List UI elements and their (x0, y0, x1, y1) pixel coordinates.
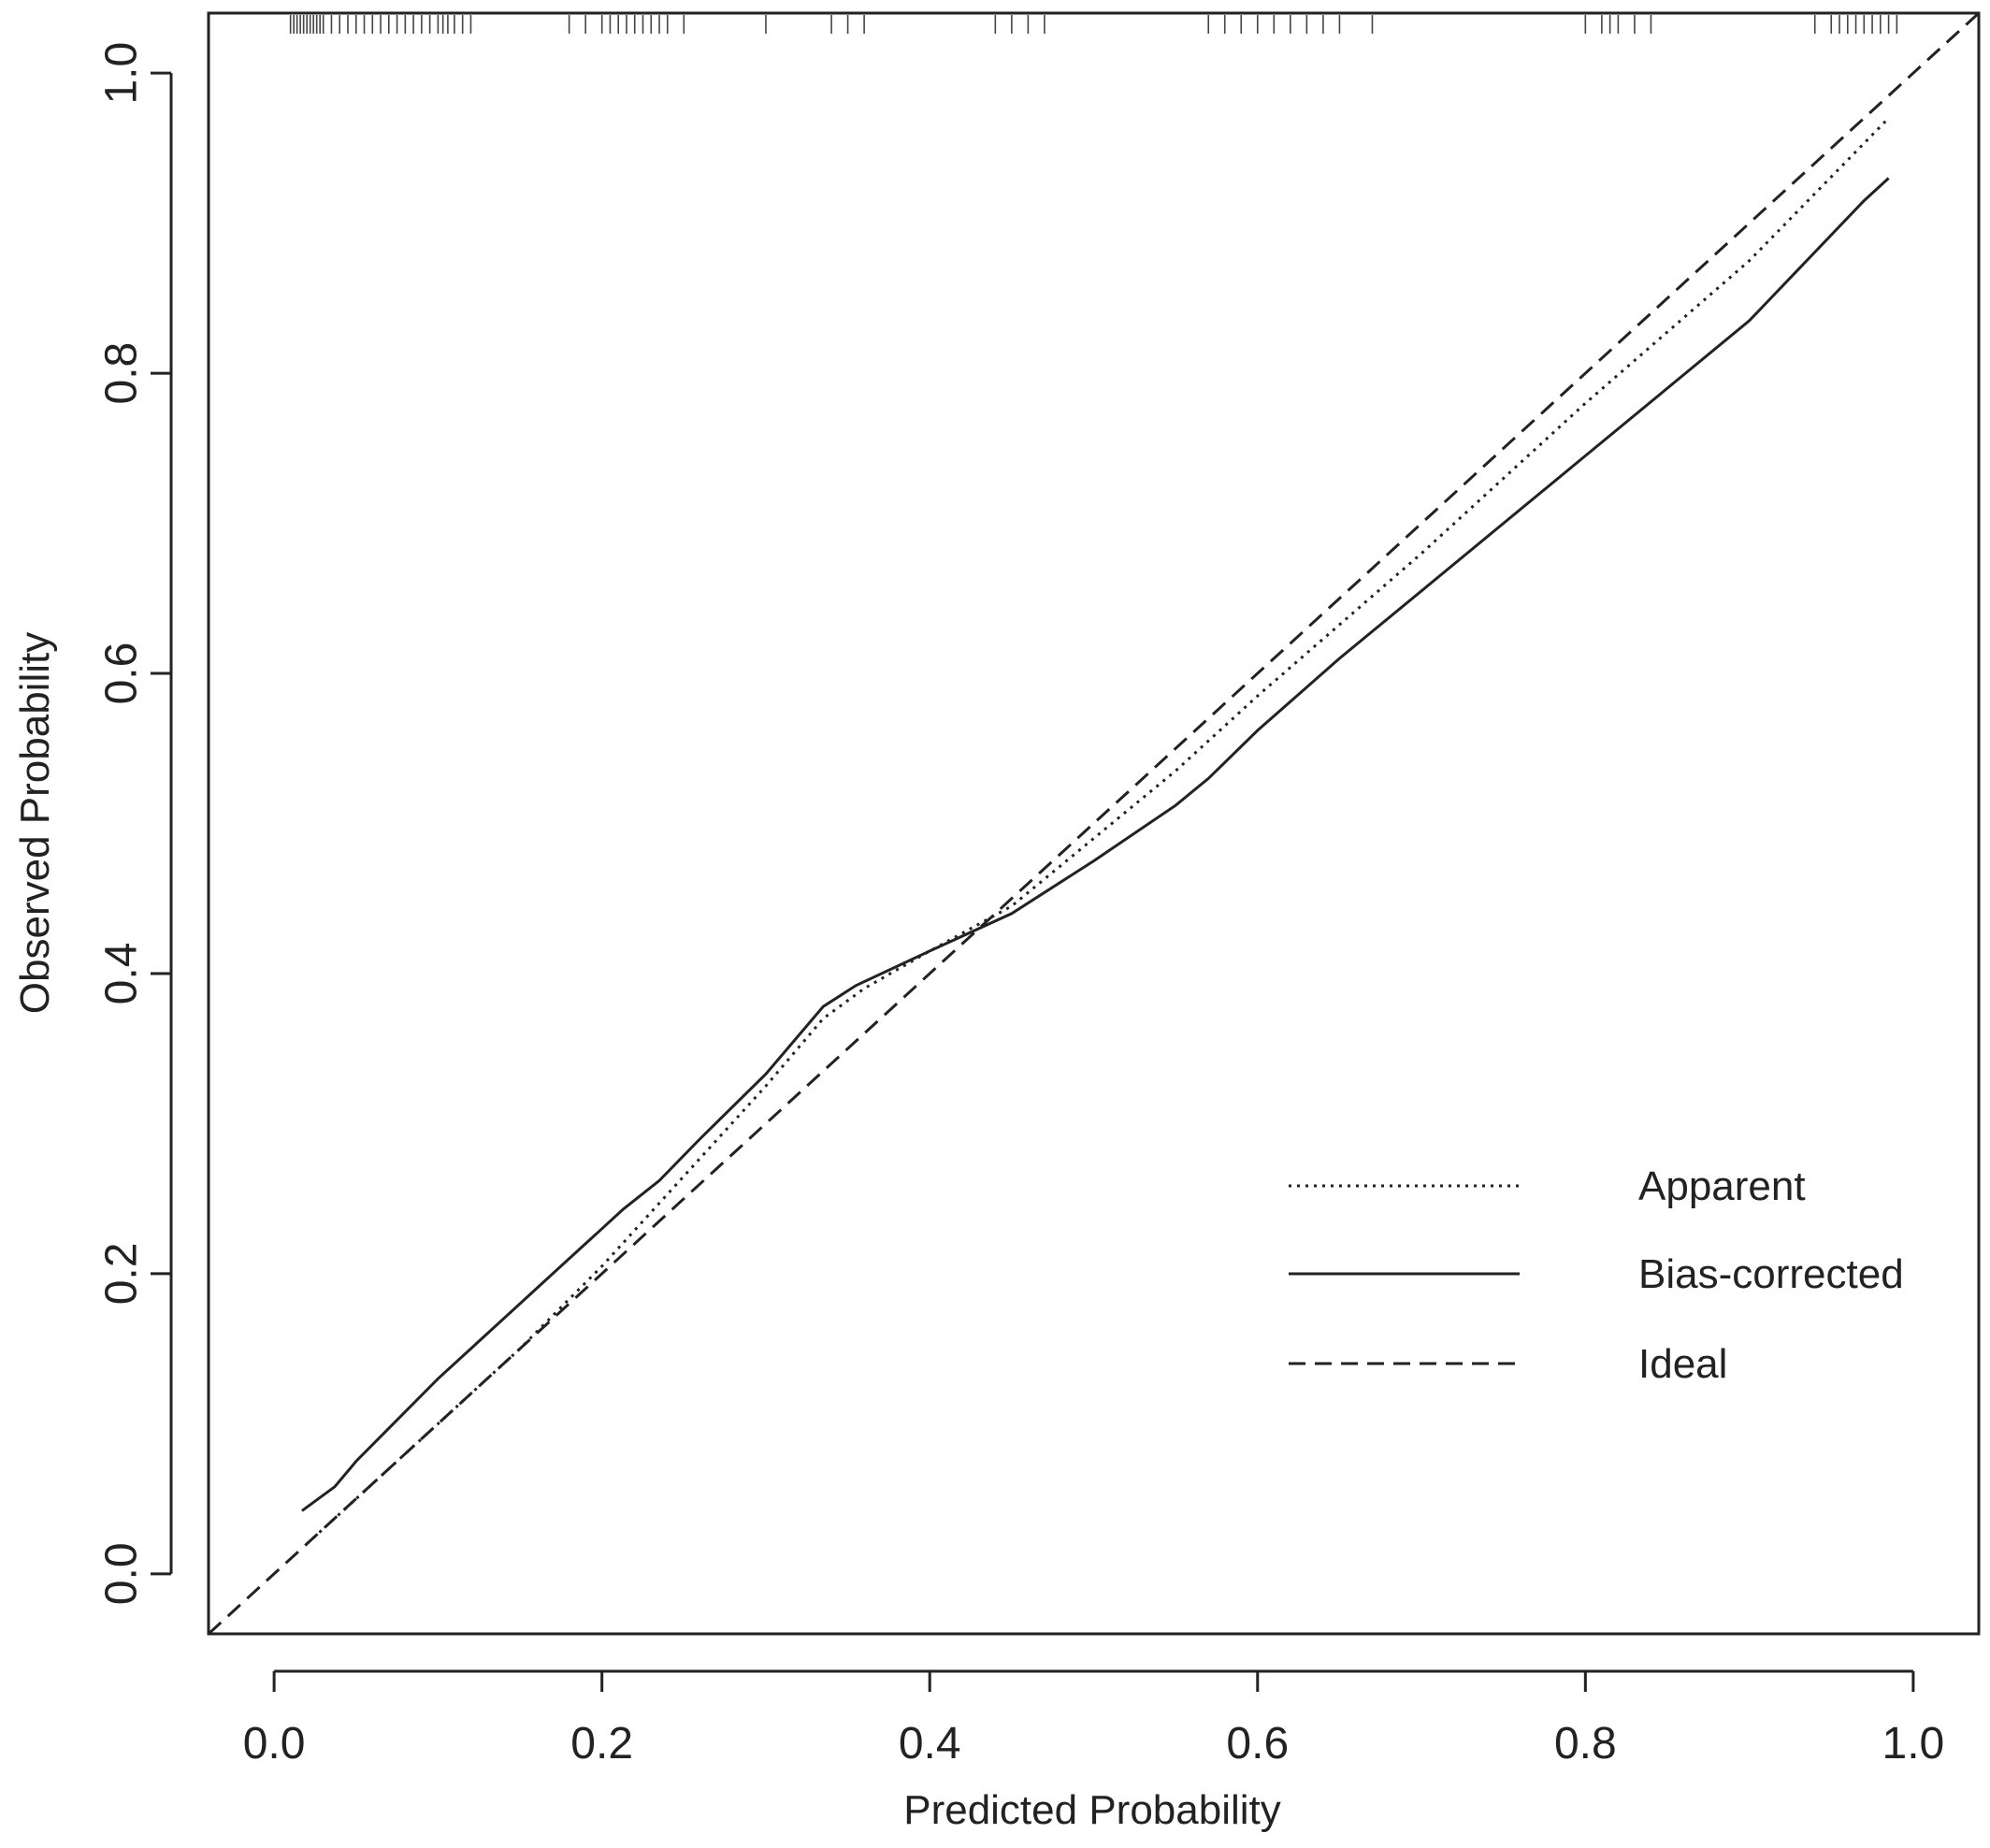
x-tick-label: 1.0 (1882, 1719, 1945, 1769)
x-tick-label: 0.0 (243, 1719, 306, 1769)
legend-label: Ideal (1638, 1341, 1727, 1387)
x-tick-label: 0.2 (570, 1719, 633, 1769)
plot-frame (207, 11, 1981, 1636)
x-axis-label: Predicted Probability (903, 1787, 1281, 1833)
y-tick-label: 0.8 (97, 342, 147, 405)
series-line-bias-corrected (301, 177, 1890, 1512)
legend-label: Apparent (1638, 1163, 1806, 1209)
x-axis: 0.0 0.2 0.4 0.6 0.8 1.0 (243, 1669, 1945, 1769)
y-tick-label: 0.4 (97, 943, 147, 1005)
y-axis-label: Observed Probability (12, 632, 58, 1014)
x-tick-label: 0.4 (899, 1719, 961, 1769)
legend-label: Bias-corrected (1638, 1251, 1904, 1297)
y-tick-label: 0.0 (97, 1542, 147, 1605)
series-line-ideal (209, 13, 1979, 1634)
series-layer (209, 13, 1979, 1634)
rug-marks (289, 15, 1898, 34)
y-axis: 0.0 0.2 0.4 0.6 0.8 1.0 (97, 42, 173, 1605)
y-tick-label: 1.0 (97, 42, 147, 105)
series-line-apparent (306, 117, 1890, 1545)
legend: Apparent Bias-corrected Ideal (1289, 1163, 1904, 1387)
y-tick-label: 0.6 (97, 642, 147, 705)
x-tick-label: 0.8 (1554, 1719, 1617, 1769)
x-tick-label: 0.6 (1226, 1719, 1289, 1769)
y-tick-label: 0.2 (97, 1243, 147, 1306)
